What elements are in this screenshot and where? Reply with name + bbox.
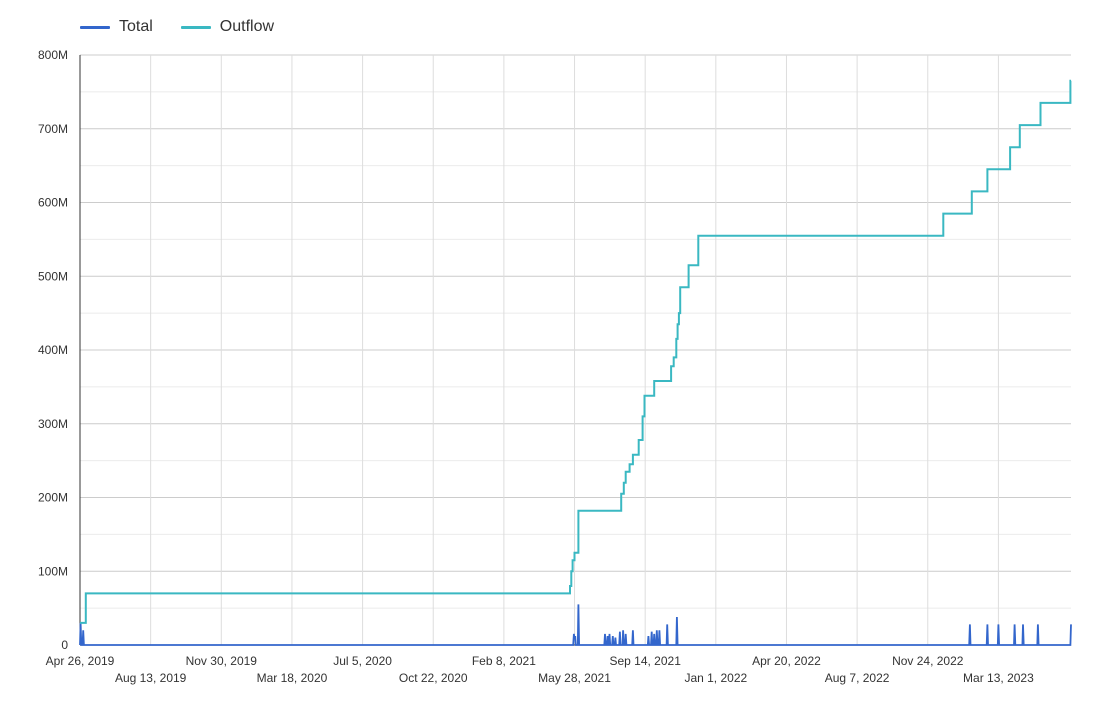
- x-tick-label: Feb 8, 2021: [472, 654, 536, 668]
- x-tick-label: May 28, 2021: [538, 671, 611, 685]
- x-tick-label: Mar 13, 2023: [963, 671, 1034, 685]
- y-tick-label: 0: [61, 638, 68, 652]
- x-tick-label: Nov 30, 2019: [186, 654, 258, 668]
- x-tick-label: Oct 22, 2020: [399, 671, 468, 685]
- x-tick-label: Aug 13, 2019: [115, 671, 187, 685]
- legend-item-outflow[interactable]: Outflow: [180, 18, 275, 36]
- grid: [80, 54, 1071, 645]
- y-tick-label: 300M: [38, 417, 68, 431]
- x-tick-label: Apr 20, 2022: [752, 654, 821, 668]
- y-tick-label: 400M: [38, 343, 68, 357]
- x-tick-label: Nov 24, 2022: [892, 654, 964, 668]
- y-tick-label: 100M: [38, 564, 68, 578]
- x-tick-label: Sep 14, 2021: [609, 654, 681, 668]
- legend-label-total: Total: [119, 18, 153, 35]
- axes: 0 100M 200M 300M 400M 500M 600M 700M 800M Apr 26,…: [38, 48, 1071, 685]
- series-line-outflow: [80, 79, 1072, 624]
- y-tick-label: 500M: [38, 269, 68, 283]
- y-tick-label: 600M: [38, 196, 68, 210]
- legend-swatch-outflow: [180, 25, 211, 29]
- y-tick-label: 700M: [38, 122, 68, 136]
- legend: Total Outflow: [80, 18, 274, 36]
- series: [79, 79, 1072, 646]
- x-tick-label: Apr 26, 2019: [46, 654, 115, 668]
- y-tick-label: 200M: [38, 491, 68, 505]
- x-tick-label: Jul 5, 2020: [333, 654, 392, 668]
- legend-label-outflow: Outflow: [219, 18, 275, 35]
- y-tick-label: 800M: [38, 48, 68, 62]
- series-line-total: [79, 604, 1072, 646]
- x-tick-label: Aug 7, 2022: [825, 671, 890, 685]
- legend-swatch-total: [80, 25, 110, 29]
- x-tick-label: Jan 1, 2022: [684, 671, 747, 685]
- x-tick-label: Mar 18, 2020: [257, 671, 328, 685]
- legend-item-total[interactable]: Total: [80, 18, 153, 36]
